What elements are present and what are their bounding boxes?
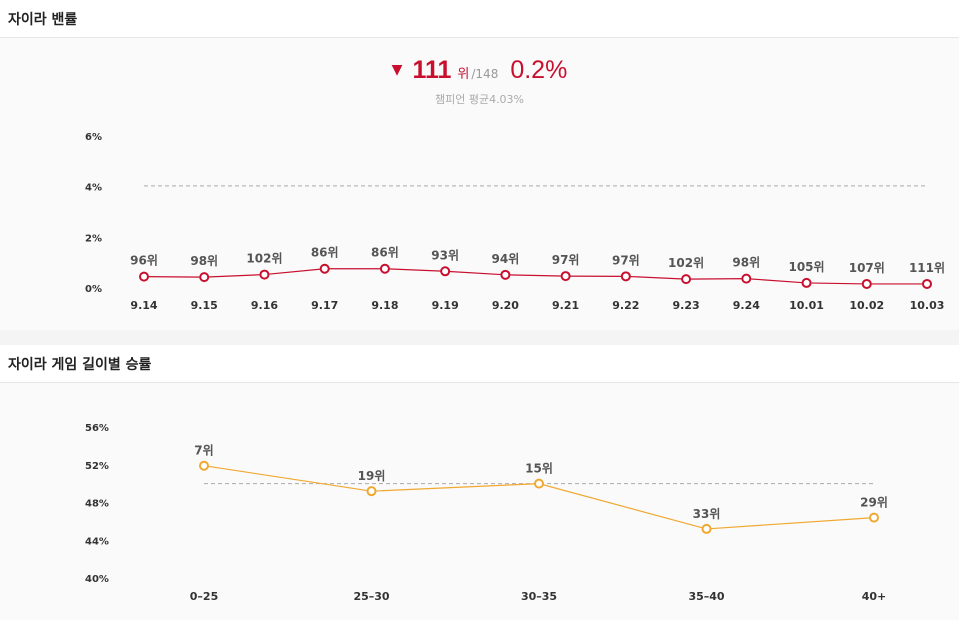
y-tick-label: 4% (85, 183, 102, 194)
y-tick-label: 56% (85, 423, 109, 434)
x-tick-label: 9.16 (251, 299, 278, 312)
rank-label: 19위 (358, 469, 386, 483)
y-tick-label: 52% (85, 461, 109, 472)
data-point (379, 263, 390, 274)
rank-label: 86위 (371, 246, 399, 260)
x-tick-label: 35–40 (688, 590, 724, 603)
rank-label: 86위 (311, 246, 339, 260)
x-tick-label: 9.18 (371, 299, 398, 312)
y-tick-label: 48% (85, 499, 109, 510)
y-tick-label: 6% (85, 132, 102, 143)
duration-winrate-panel: 자이라 게임 길이별 승률 40% 44% 48% 52% 56% 7위 19위 15위 33위… (0, 345, 959, 620)
ban-rate-panel: 자이라 밴률 ▼ 111 위 /148 0.2% 챔피언 평균4.03% 0% 2… (0, 0, 959, 312)
rank-row: ▼ 111 위 /148 0.2% (392, 56, 568, 85)
duration-winrate-header: 자이라 게임 길이별 승률 (0, 345, 959, 383)
x-tick-label: 9.22 (612, 299, 639, 312)
rank-label: 29위 (860, 496, 888, 510)
y-tick-label: 2% (85, 233, 102, 244)
data-point (199, 460, 209, 471)
y-tick-label: 44% (85, 536, 109, 547)
rank-label: 97위 (612, 253, 640, 267)
champion-average: 챔피언 평균4.03% (434, 93, 525, 106)
data-point (801, 277, 812, 288)
x-tick-label: 40+ (862, 590, 887, 603)
data-point (869, 512, 879, 523)
x-tick-label: 10.03 (910, 299, 945, 312)
ban-rate-header: 자이라 밴률 (0, 0, 959, 38)
rank-label: 98위 (732, 256, 760, 270)
data-point (701, 523, 712, 534)
x-tick-label: 30–35 (521, 590, 557, 603)
x-tick-label: 9.24 (733, 299, 760, 312)
data-point (199, 272, 210, 283)
rank-label: 96위 (130, 254, 158, 268)
data-point (319, 263, 330, 274)
data-point (366, 486, 377, 497)
rank-label: 102위 (246, 252, 282, 266)
ban-rate-summary: ▼ 111 위 /148 0.2% 챔피언 평균4.03% (0, 56, 959, 107)
data-point (922, 278, 932, 289)
rank-label: 102위 (668, 256, 704, 270)
x-tick-label: 25–30 (353, 590, 389, 603)
rank-number: 111 (412, 56, 452, 84)
rank-total: /148 (471, 67, 499, 81)
rank-label: 15위 (525, 462, 553, 476)
y-tick-label: 0% (85, 284, 102, 295)
rank-down-arrow-icon: ▼ (391, 62, 403, 78)
x-tick-label: 9.15 (191, 299, 218, 312)
rank-label: 94위 (492, 252, 520, 266)
data-point (440, 266, 451, 277)
data-point (861, 278, 872, 289)
rank-label: 107위 (849, 261, 885, 275)
series-line (143, 268, 927, 285)
x-tick-label: 9.14 (130, 299, 157, 312)
data-point (500, 269, 511, 280)
x-tick-label: 9.23 (673, 299, 700, 312)
ban-rate-chart: 0% 2% 4% 6% 96위 98위 102위 86위 86위 93위 94위 97위 97위 102위… (85, 132, 945, 312)
x-tick-label: 9.17 (311, 299, 338, 312)
rank-label: 97위 (552, 253, 580, 267)
rank-label: 7위 (194, 444, 213, 458)
rank-label: 33위 (693, 507, 721, 521)
x-tick-label: 0–25 (190, 590, 218, 603)
data-point (139, 271, 149, 282)
x-tick-label: 9.20 (492, 299, 519, 312)
x-tick-label: 10.02 (849, 299, 884, 312)
y-tick-label: 40% (85, 574, 109, 585)
rank-suffix: 위 (457, 67, 470, 82)
rank-label: 98위 (190, 254, 218, 268)
data-point (681, 274, 692, 285)
data-point (741, 273, 752, 284)
rank-label: 93위 (431, 248, 459, 262)
data-point (560, 271, 571, 282)
data-point (534, 478, 544, 489)
x-tick-label: 9.19 (432, 299, 459, 312)
duration-winrate-chart: 40% 44% 48% 52% 56% 7위 19위 15위 33위 29위 0–25 25–30 30… (85, 423, 888, 603)
rank-label: 111위 (909, 261, 945, 275)
x-tick-label: 10.01 (789, 299, 824, 312)
rank-label: 105위 (788, 260, 824, 274)
x-tick-label: 9.21 (552, 299, 579, 312)
ban-rate-value: 0.2% (510, 56, 568, 84)
data-point (620, 271, 631, 282)
data-point (259, 269, 270, 280)
